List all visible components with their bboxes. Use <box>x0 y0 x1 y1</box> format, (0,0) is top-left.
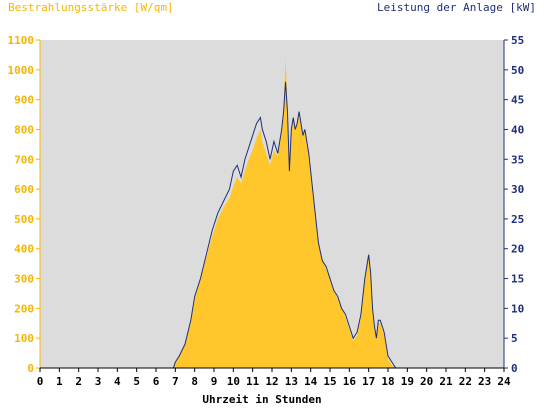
series-layer <box>40 57 504 369</box>
x-tick-label: 21 <box>439 375 453 388</box>
left-tick-label: 900 <box>14 94 34 107</box>
right-tick-label: 55 <box>511 34 524 47</box>
irradiance-area <box>40 57 504 368</box>
right-tick-label: 20 <box>511 243 524 256</box>
ticks-layer: 0100200300400500600700800900100011000510… <box>8 34 525 388</box>
right-tick-label: 40 <box>511 123 524 136</box>
right-tick-label: 0 <box>511 362 518 375</box>
left-tick-label: 300 <box>14 273 34 286</box>
left-tick-label: 100 <box>14 332 34 345</box>
right-tick-label: 25 <box>511 213 524 226</box>
right-tick-label: 50 <box>511 64 524 77</box>
x-axis-title: Uhrzeit in Stunden <box>202 393 321 406</box>
right-tick-label: 35 <box>511 153 524 166</box>
right-axis-title: Leistung der Anlage [kW] <box>377 1 536 14</box>
right-tick-label: 45 <box>511 94 524 107</box>
x-tick-label: 17 <box>362 375 375 388</box>
x-tick-label: 11 <box>246 375 260 388</box>
x-tick-label: 18 <box>381 375 394 388</box>
x-tick-label: 2 <box>75 375 82 388</box>
left-tick-label: 500 <box>14 213 34 226</box>
x-tick-label: 1 <box>56 375 63 388</box>
left-tick-label: 600 <box>14 183 34 196</box>
left-tick-label: 1000 <box>8 64 35 77</box>
left-axis-title: Bestrahlungsstärke [W/qm] <box>8 1 174 14</box>
x-tick-label: 24 <box>497 375 511 388</box>
x-tick-label: 16 <box>343 375 357 388</box>
x-tick-label: 19 <box>401 375 414 388</box>
x-tick-label: 10 <box>227 375 240 388</box>
x-tick-label: 8 <box>191 375 198 388</box>
power-line <box>40 81 504 369</box>
left-tick-label: 700 <box>14 153 34 166</box>
left-tick-label: 800 <box>14 123 34 136</box>
right-tick-label: 5 <box>511 332 518 345</box>
left-tick-label: 400 <box>14 243 34 256</box>
x-tick-label: 15 <box>323 375 336 388</box>
x-tick-label: 7 <box>172 375 179 388</box>
x-tick-label: 12 <box>265 375 278 388</box>
x-tick-label: 20 <box>420 375 433 388</box>
x-tick-label: 22 <box>459 375 472 388</box>
x-tick-label: 0 <box>37 375 44 388</box>
x-tick-label: 5 <box>133 375 140 388</box>
left-tick-label: 200 <box>14 302 34 315</box>
x-tick-label: 6 <box>153 375 160 388</box>
right-tick-label: 10 <box>511 302 524 315</box>
x-tick-label: 13 <box>285 375 298 388</box>
left-tick-label: 0 <box>27 362 34 375</box>
x-tick-label: 3 <box>95 375 102 388</box>
x-tick-label: 14 <box>304 375 318 388</box>
right-tick-label: 30 <box>511 183 524 196</box>
left-tick-label: 1100 <box>8 34 35 47</box>
x-tick-label: 9 <box>211 375 218 388</box>
x-tick-label: 4 <box>114 375 121 388</box>
x-tick-label: 23 <box>478 375 491 388</box>
right-tick-label: 15 <box>511 273 524 286</box>
